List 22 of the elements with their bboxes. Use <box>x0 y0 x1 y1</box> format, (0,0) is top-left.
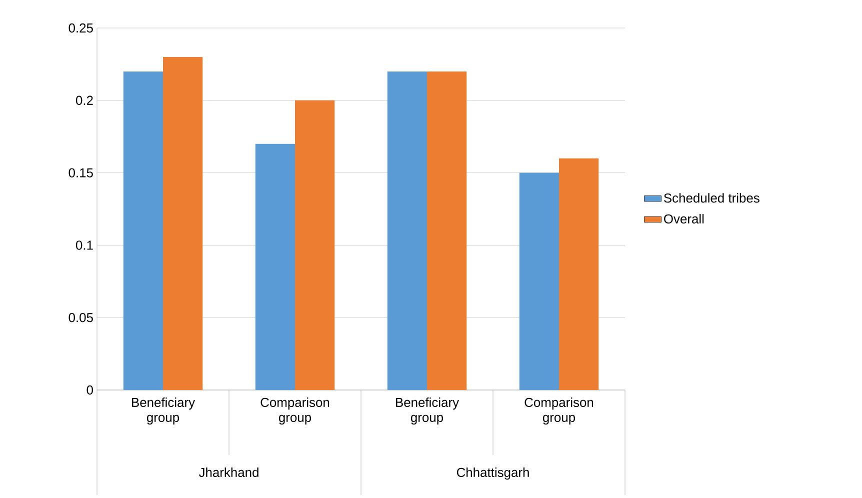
bar <box>123 71 163 390</box>
text: Chhattisgarh <box>456 468 529 480</box>
bar <box>519 172 560 390</box>
x-tick-label: Beneficiary group <box>132 398 195 425</box>
y-tick-label: 0.2 <box>76 96 93 105</box>
y-tick-label: 0 <box>86 385 93 395</box>
bar <box>387 71 427 390</box>
legend-label: Scheduled tribes <box>664 193 760 203</box>
x-tick-label: Comparison group <box>260 398 330 425</box>
text: Jharkhand <box>198 468 258 478</box>
bar <box>163 56 203 390</box>
bar <box>427 71 467 390</box>
x-tick-label: Comparison group <box>524 398 594 425</box>
y-tick-label: 0.1 <box>76 240 93 250</box>
y-tick-label: 0.15 <box>68 168 93 178</box>
y-tick-label: 0.05 <box>68 313 93 322</box>
y-tick-label: 0.25 <box>68 23 93 33</box>
bar <box>559 158 599 390</box>
legend-label: Overall <box>664 214 704 224</box>
x-tick-label: Beneficiary group <box>396 398 459 425</box>
bar <box>255 144 295 390</box>
bar <box>295 100 335 390</box>
